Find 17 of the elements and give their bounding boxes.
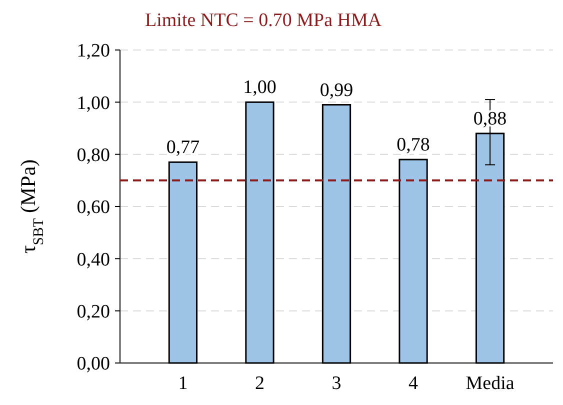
y-tick-label: 0,20 [76,301,110,322]
data-label: 0,99 [320,80,354,101]
x-tick-label: 4 [408,373,419,394]
y-tick-label: 0,00 [76,354,110,375]
y-tick-label: 0,40 [76,249,110,270]
x-tick-label: 3 [332,373,342,394]
x-tick-label: 1 [178,373,188,394]
y-tick-label: 1,00 [76,92,110,114]
data-label: 0,77 [166,137,200,158]
y-tick-label: 0,80 [76,144,110,166]
x-tick-label: Media [466,373,515,394]
x-tick-label: 2 [254,373,264,394]
ref-line-label: Limite NTC = 0.70 MPa HMA [145,10,382,31]
data-label: 1,00 [243,77,276,98]
y-tick-label: 0,60 [76,197,110,218]
y-tick-label: 1,20 [76,40,110,62]
data-label: 0,78 [396,134,430,156]
